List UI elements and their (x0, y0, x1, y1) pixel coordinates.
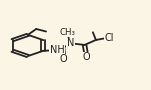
Text: CH₃: CH₃ (60, 28, 76, 37)
Text: O: O (60, 54, 67, 64)
Text: N: N (67, 38, 74, 48)
Text: NH: NH (50, 45, 65, 55)
Text: O: O (83, 52, 90, 62)
Text: Cl: Cl (105, 33, 114, 43)
